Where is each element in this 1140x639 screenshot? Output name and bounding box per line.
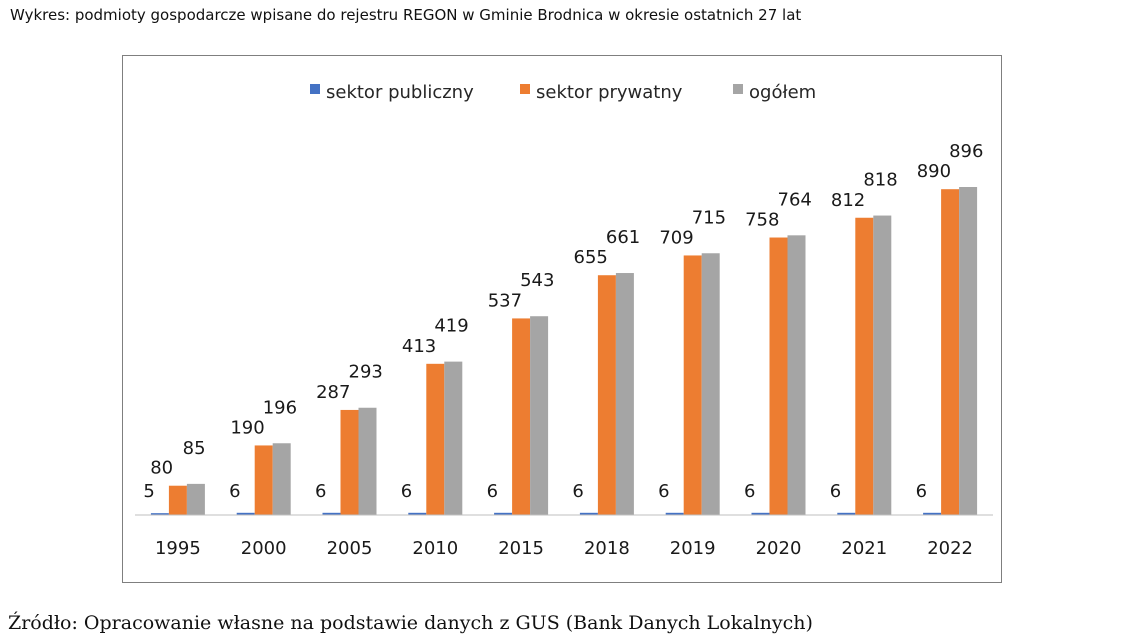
bar-2-2015 [512, 318, 531, 515]
data-label-2-1995: 80 [150, 458, 173, 479]
bar-2-2000 [254, 445, 273, 515]
chart-frame: sektor publiczny sektor prywatny ogółem 5 80… [122, 55, 1002, 583]
data-label-2-2005: 287 [316, 382, 350, 403]
x-tick-label-2020: 2020 [756, 538, 802, 559]
bar-3-1995 [186, 483, 205, 515]
bar-3-2020 [787, 235, 806, 516]
data-label-1-2022: 6 [916, 481, 927, 502]
data-label-1-2021: 6 [830, 481, 841, 502]
bar-2-2018 [597, 275, 616, 515]
data-label-1-2018: 6 [572, 481, 583, 502]
data-label-3-2010: 419 [434, 316, 468, 337]
bar-3-2021 [873, 215, 892, 515]
bar-chart: sektor publiczny sektor prywatny ogółem 580… [135, 82, 993, 559]
x-tick-label-2021: 2021 [841, 538, 887, 559]
data-label-2-2022: 890 [917, 161, 951, 182]
data-label-2-2018: 655 [574, 247, 608, 268]
bar-1-2005 [322, 512, 341, 515]
data-label-3-2018: 661 [606, 227, 640, 248]
x-tick-label-2015: 2015 [498, 538, 544, 559]
data-label-3-2015: 543 [520, 270, 554, 291]
bar-3-2022 [959, 187, 978, 515]
bar-2-2022 [941, 189, 960, 516]
legend-label-1: sektor publiczny [326, 82, 474, 103]
bar-1-2022 [923, 512, 942, 515]
data-label-3-2020: 764 [778, 189, 812, 210]
data-label-1-2020: 6 [744, 481, 755, 502]
x-tick-label-2005: 2005 [327, 538, 373, 559]
bar-2-2020 [769, 237, 788, 515]
legend-swatch-2 [520, 84, 530, 94]
data-label-1-2019: 6 [658, 481, 669, 502]
x-tick-label-2019: 2019 [670, 538, 716, 559]
x-tick-label-2018: 2018 [584, 538, 630, 559]
bar-1-2018 [579, 512, 598, 515]
legend-label-3: ogółem [749, 82, 816, 103]
bar-2-2005 [340, 409, 359, 515]
source-note: Źródło: Opracowanie własne na podstawie … [8, 612, 813, 634]
bar-2-2010 [426, 363, 445, 515]
legend-swatch-1 [310, 84, 320, 94]
data-label-2-2020: 758 [745, 210, 779, 231]
data-label-1-2000: 6 [229, 481, 240, 502]
data-label-3-1995: 85 [183, 438, 206, 459]
x-tick-label-2022: 2022 [927, 538, 973, 559]
data-label-2-2015: 537 [488, 290, 522, 311]
legend-swatch-3 [733, 84, 743, 94]
data-label-1-2015: 6 [487, 481, 498, 502]
x-tick-label-1995: 1995 [155, 538, 201, 559]
data-label-2-2021: 812 [831, 190, 865, 211]
bar-3-2010 [444, 361, 463, 515]
data-label-2-2000: 190 [230, 417, 264, 438]
bar-3-2005 [358, 407, 377, 515]
data-label-2-2010: 413 [402, 336, 436, 357]
bar-1-2019 [665, 512, 684, 515]
bar-1-2010 [408, 512, 427, 515]
bar-2-2021 [855, 217, 874, 515]
bar-3-2000 [272, 443, 291, 515]
bar-1-2015 [494, 512, 513, 515]
data-label-3-2000: 196 [263, 397, 297, 418]
data-label-3-2019: 715 [692, 207, 726, 228]
x-tick-label-2000: 2000 [241, 538, 287, 559]
bar-3-2018 [615, 273, 634, 515]
data-label-2-2019: 709 [659, 227, 693, 248]
bar-1-2020 [751, 512, 770, 515]
bar-1-2021 [837, 512, 856, 515]
bar-3-2015 [530, 316, 549, 515]
data-label-3-2022: 896 [949, 141, 983, 162]
bar-2-2019 [683, 255, 702, 515]
data-label-3-2005: 293 [349, 362, 383, 383]
bar-1-1995 [150, 513, 169, 515]
x-tick-label-2010: 2010 [412, 538, 458, 559]
data-label-3-2021: 818 [863, 170, 897, 191]
data-label-1-2005: 6 [315, 481, 326, 502]
bar-1-2000 [236, 512, 255, 515]
bar-2-1995 [168, 485, 187, 515]
bar-3-2019 [701, 253, 720, 516]
data-label-1-1995: 5 [143, 481, 154, 502]
data-label-1-2010: 6 [401, 481, 412, 502]
legend-label-2: sektor prywatny [536, 82, 683, 103]
figure-caption: Wykres: podmioty gospodarcze wpisane do … [10, 6, 802, 24]
